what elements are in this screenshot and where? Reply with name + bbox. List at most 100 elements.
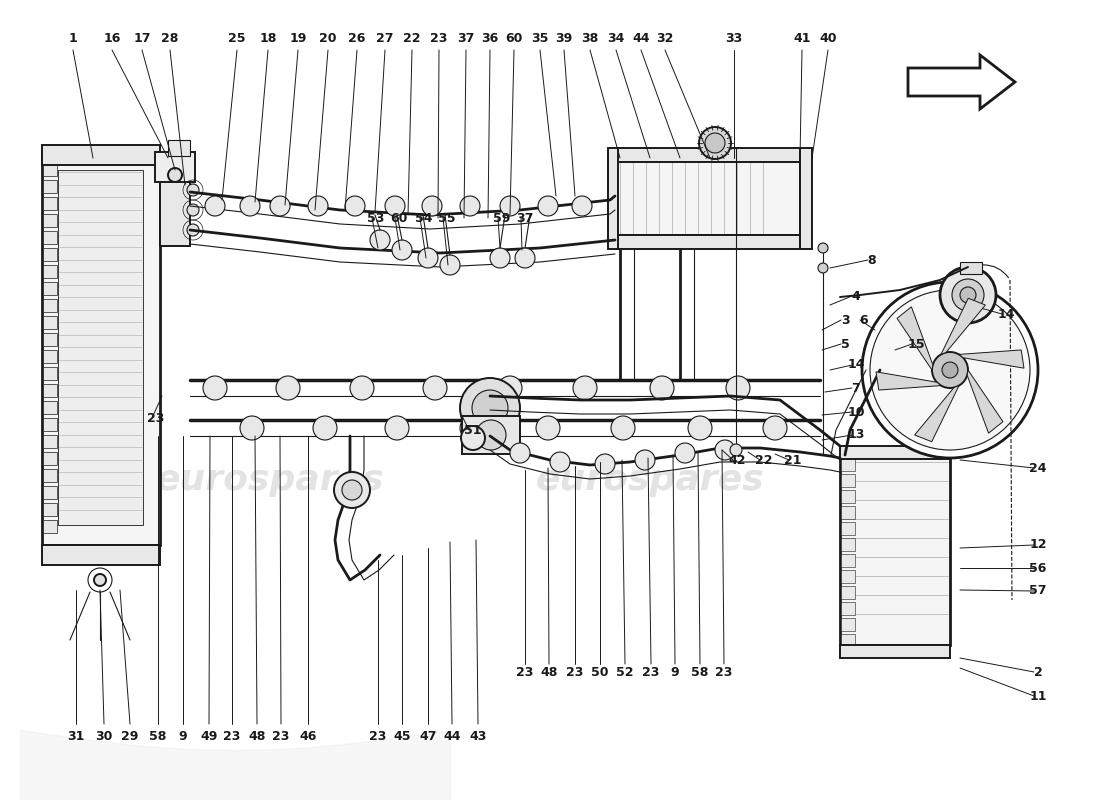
Bar: [43, 469, 57, 482]
Bar: [840, 455, 950, 645]
Circle shape: [270, 196, 290, 216]
Text: 47: 47: [419, 730, 437, 742]
Bar: [42, 145, 160, 165]
Text: 48: 48: [249, 730, 266, 742]
Circle shape: [187, 184, 199, 196]
Bar: [842, 474, 855, 487]
Text: 22: 22: [756, 454, 772, 466]
Text: 1: 1: [68, 31, 77, 45]
Bar: [43, 435, 57, 448]
Bar: [155, 152, 195, 182]
Circle shape: [940, 267, 996, 323]
Bar: [43, 452, 57, 465]
Text: 7: 7: [851, 382, 860, 394]
Circle shape: [572, 196, 592, 216]
Circle shape: [94, 574, 106, 586]
Circle shape: [942, 362, 958, 378]
Text: 42: 42: [728, 454, 746, 466]
Bar: [840, 645, 950, 658]
Circle shape: [763, 416, 786, 440]
Text: 39: 39: [556, 31, 573, 45]
Circle shape: [308, 196, 328, 216]
Text: 16: 16: [103, 31, 121, 45]
Circle shape: [635, 450, 654, 470]
Text: 49: 49: [200, 730, 218, 742]
Text: 3: 3: [840, 314, 849, 326]
Bar: [842, 570, 855, 583]
Text: 35: 35: [531, 31, 549, 45]
Text: 34: 34: [607, 31, 625, 45]
Circle shape: [204, 376, 227, 400]
Circle shape: [385, 196, 405, 216]
Text: 51: 51: [464, 423, 482, 437]
Circle shape: [715, 440, 735, 460]
Circle shape: [422, 196, 442, 216]
Bar: [960, 262, 982, 274]
Circle shape: [187, 204, 199, 216]
Bar: [43, 265, 57, 278]
Text: 5: 5: [840, 338, 849, 350]
Circle shape: [205, 196, 225, 216]
Circle shape: [726, 376, 750, 400]
Circle shape: [688, 416, 712, 440]
Text: 6: 6: [860, 314, 868, 326]
Bar: [43, 486, 57, 499]
Circle shape: [705, 133, 725, 153]
Circle shape: [730, 444, 743, 456]
Circle shape: [610, 416, 635, 440]
Circle shape: [862, 282, 1038, 458]
Text: 10: 10: [847, 406, 865, 418]
Circle shape: [515, 248, 535, 268]
Bar: [615, 235, 800, 249]
Text: 52: 52: [616, 666, 634, 678]
Bar: [800, 148, 812, 249]
Bar: [842, 506, 855, 519]
Circle shape: [595, 454, 615, 474]
Text: 21: 21: [784, 454, 802, 466]
Text: 23: 23: [642, 666, 660, 678]
Circle shape: [698, 127, 732, 159]
Text: 41: 41: [793, 31, 811, 45]
Circle shape: [460, 196, 480, 216]
Circle shape: [168, 168, 182, 182]
Text: 57: 57: [1030, 585, 1047, 598]
Text: 24: 24: [1030, 462, 1047, 474]
Circle shape: [314, 416, 337, 440]
Text: 55: 55: [438, 211, 455, 225]
Bar: [43, 180, 57, 193]
Bar: [160, 178, 190, 246]
Bar: [43, 214, 57, 227]
Text: 23: 23: [273, 730, 289, 742]
Text: 12: 12: [1030, 538, 1047, 551]
Circle shape: [498, 376, 522, 400]
Text: 38: 38: [582, 31, 598, 45]
Text: 44: 44: [632, 31, 650, 45]
Bar: [840, 446, 950, 459]
Text: 56: 56: [1030, 562, 1047, 574]
Text: 23: 23: [370, 730, 387, 742]
Text: 54: 54: [416, 211, 432, 225]
Bar: [58, 170, 143, 525]
Polygon shape: [940, 298, 986, 354]
Circle shape: [440, 255, 460, 275]
Polygon shape: [876, 372, 940, 390]
Text: 23: 23: [516, 666, 534, 678]
Circle shape: [350, 376, 374, 400]
Circle shape: [276, 376, 300, 400]
Circle shape: [334, 472, 370, 508]
Text: 59: 59: [493, 211, 510, 225]
Text: 23: 23: [430, 31, 448, 45]
Polygon shape: [967, 370, 1003, 433]
Text: 23: 23: [223, 730, 241, 742]
Circle shape: [424, 376, 447, 400]
Text: 32: 32: [657, 31, 673, 45]
Text: 60: 60: [390, 211, 408, 225]
Bar: [608, 148, 618, 249]
Polygon shape: [959, 350, 1024, 368]
Text: 9: 9: [671, 666, 680, 678]
Circle shape: [240, 196, 260, 216]
Circle shape: [461, 426, 485, 450]
Circle shape: [952, 279, 984, 311]
Circle shape: [460, 378, 520, 438]
Bar: [43, 418, 57, 431]
